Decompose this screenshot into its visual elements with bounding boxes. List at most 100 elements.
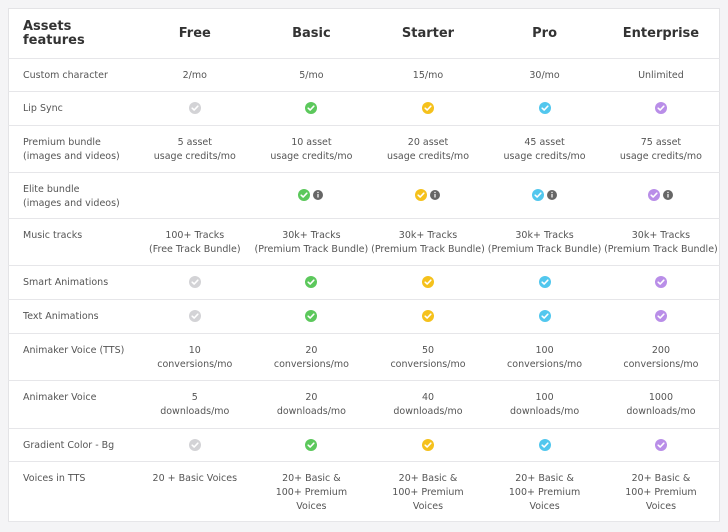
table-row: Gradient Color - Bg — [8, 428, 720, 462]
icon-cell — [253, 428, 370, 462]
icon-cell — [136, 265, 254, 300]
icon-cell — [136, 91, 254, 126]
check-icon — [538, 102, 551, 115]
icon-cell — [136, 172, 254, 219]
check-icon — [188, 438, 201, 451]
icon-cell — [602, 428, 720, 462]
cell-value: 20 downloads/mo — [253, 380, 370, 429]
column-header: Pro — [486, 8, 603, 59]
icon-cell — [602, 265, 720, 300]
cell-value: 20 asset usage credits/mo — [369, 125, 487, 173]
check-icon — [305, 310, 318, 323]
cell-value: 75 asset usage credits/mo — [602, 125, 720, 173]
row-label: Music tracks — [8, 218, 137, 266]
cell-value: 20+ Basic & 100+ Premium Voices — [253, 461, 370, 522]
cell-value: 200 conversions/mo — [602, 333, 720, 381]
check-icon — [305, 276, 318, 289]
cell-value: 30k+ Tracks (Premium Track Bundle) — [369, 218, 487, 266]
cell-value: Unlimited — [602, 58, 720, 92]
cell-value: 5/mo — [253, 58, 370, 92]
check-icon — [305, 102, 318, 115]
table-row: Premium bundle (images and videos) 5 asse… — [8, 125, 720, 173]
check-icon — [654, 310, 667, 323]
cell-value: 100 conversions/mo — [486, 333, 603, 381]
check-icon — [298, 189, 324, 202]
cell-value: 20 conversions/mo — [253, 333, 370, 381]
icon-cell — [369, 428, 487, 462]
table-row: Lip Sync — [8, 91, 720, 126]
check-icon — [421, 310, 434, 323]
table-row: Music tracks 100+ Tracks (Free Track Bund… — [8, 218, 720, 266]
column-header: Basic — [253, 8, 370, 59]
icon-cell — [369, 265, 487, 300]
icon-cell — [486, 172, 603, 219]
check-icon — [538, 438, 551, 451]
header-row: Assets features Free Basic Starter Pro Enterp… — [8, 8, 720, 59]
icon-cell — [369, 91, 487, 126]
row-label: Custom character — [8, 58, 137, 92]
row-label: Text Animations — [8, 299, 137, 334]
check-icon — [421, 102, 434, 115]
row-label: Voices in TTS — [8, 461, 137, 522]
check-icon — [305, 438, 318, 451]
icon-cell — [602, 91, 720, 126]
icon-cell — [486, 265, 603, 300]
cell-value: 30k+ Tracks (Premium Track Bundle) — [486, 218, 603, 266]
table-row: Custom character 2/mo 5/mo 15/mo 30/mo Unlimi… — [8, 58, 720, 92]
check-icon — [538, 276, 551, 289]
cell-value: 20+ Basic & 100+ Premium Voices — [602, 461, 720, 522]
cell-value: 50 conversions/mo — [369, 333, 487, 381]
icon-cell — [486, 299, 603, 334]
check-icon — [188, 102, 201, 115]
cell-value: 10 asset usage credits/mo — [253, 125, 370, 173]
row-label: Animaker Voice (TTS) — [8, 333, 137, 381]
table-row: Text Animations — [8, 299, 720, 334]
cell-value: 30/mo — [486, 58, 603, 92]
icon-cell — [369, 172, 487, 219]
icon-cell — [253, 172, 370, 219]
check-icon — [414, 189, 440, 202]
icon-cell — [253, 265, 370, 300]
cell-value: 1000 downloads/mo — [602, 380, 720, 429]
row-label: Elite bundle (images and videos) — [8, 172, 137, 219]
cell-value: 5 asset usage credits/mo — [136, 125, 254, 173]
check-icon — [647, 189, 673, 202]
row-label: Smart Animations — [8, 265, 137, 300]
cell-value: 40 downloads/mo — [369, 380, 487, 429]
cell-value: 20 + Basic Voices — [136, 461, 254, 522]
cell-value: 30k+ Tracks (Premium Track Bundle) — [602, 218, 720, 266]
column-header: Starter — [369, 8, 487, 59]
cell-value: 5 downloads/mo — [136, 380, 254, 429]
table-row: Elite bundle (images and videos) — [8, 172, 720, 219]
check-icon — [421, 438, 434, 451]
cell-value: 10 conversions/mo — [136, 333, 254, 381]
icon-cell — [486, 91, 603, 126]
column-header: Enterprise — [602, 8, 720, 59]
icon-cell — [602, 172, 720, 219]
cell-value: 45 asset usage credits/mo — [486, 125, 603, 173]
check-icon — [421, 276, 434, 289]
table-row: Voices in TTS 20 + Basic Voices 20+ Basic … — [8, 461, 720, 522]
cell-value: 15/mo — [369, 58, 487, 92]
check-icon — [531, 189, 557, 202]
cell-value: 100+ Tracks (Free Track Bundle) — [136, 218, 254, 266]
pricing-table: Assets features Free Basic Starter Pro Enterp… — [8, 8, 720, 522]
icon-cell — [486, 428, 603, 462]
check-icon — [538, 310, 551, 323]
check-icon — [654, 102, 667, 115]
icon-cell — [136, 428, 254, 462]
check-icon — [188, 310, 201, 323]
icon-cell — [602, 299, 720, 334]
check-icon — [654, 438, 667, 451]
table-row: Animaker Voice 5 downloads/mo 20 downloads… — [8, 380, 720, 429]
table-row: Animaker Voice (TTS) 10 conversions/mo 20 … — [8, 333, 720, 381]
row-label: Lip Sync — [8, 91, 137, 126]
table-row: Smart Animations — [8, 265, 720, 300]
row-label: Animaker Voice — [8, 380, 137, 429]
icon-cell — [253, 91, 370, 126]
column-header: Assets features — [8, 8, 137, 59]
cell-value: 100 downloads/mo — [486, 380, 603, 429]
cell-value: 2/mo — [136, 58, 254, 92]
icon-cell — [253, 299, 370, 334]
